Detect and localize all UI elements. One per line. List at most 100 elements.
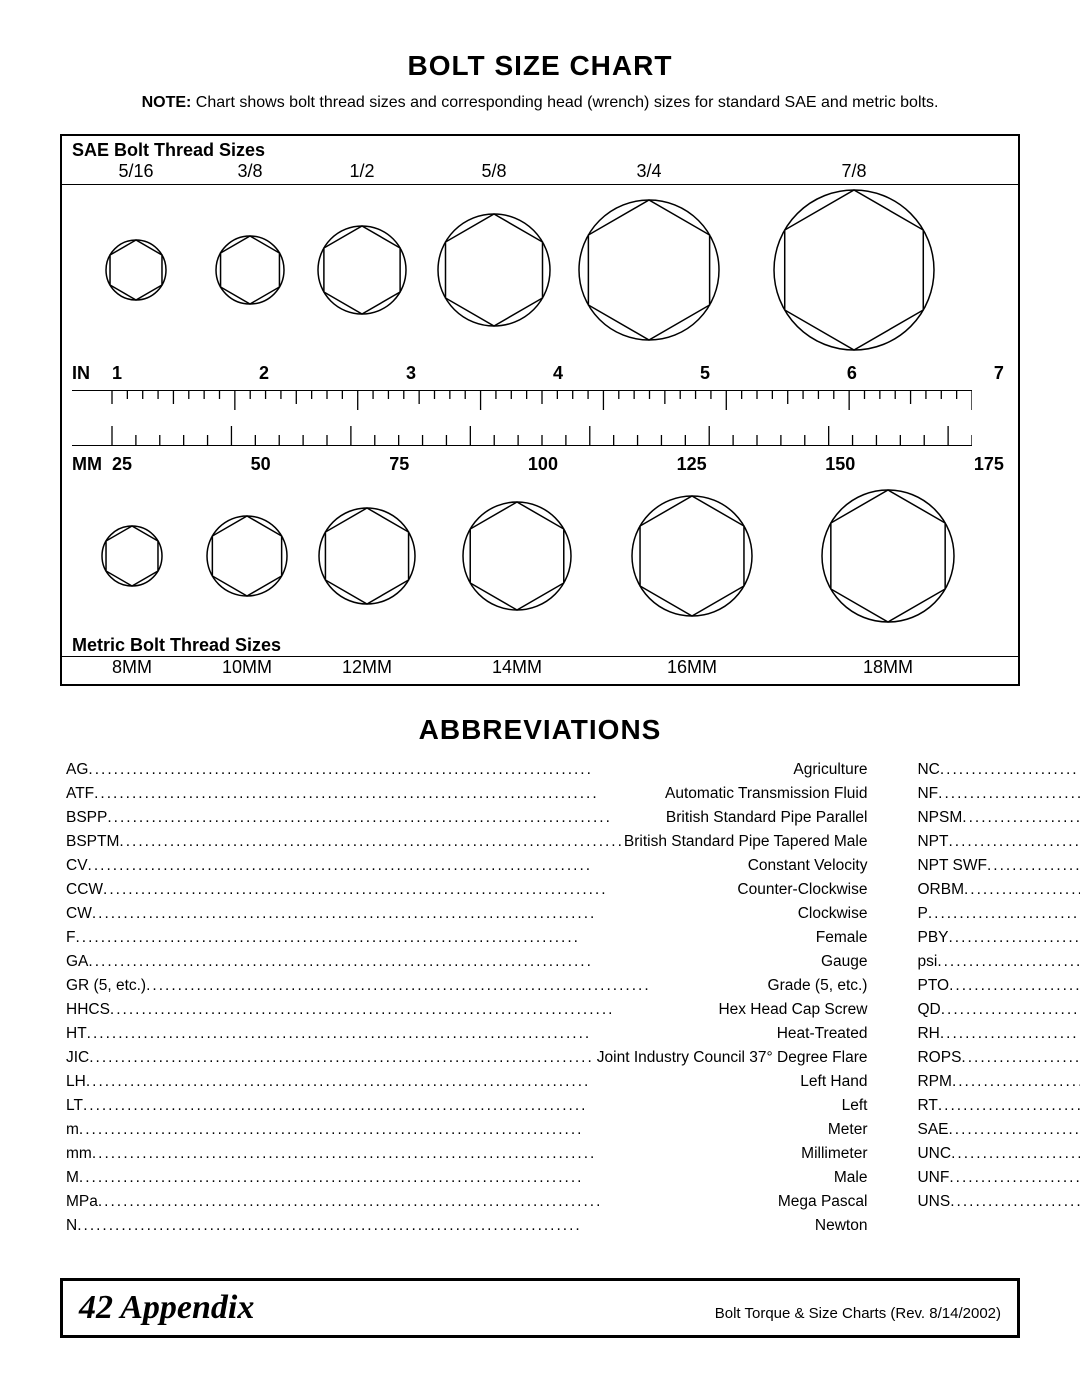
bolt-icon: [72, 471, 192, 641]
abbrev-dots: ........................................…: [119, 830, 624, 854]
abbrev-dots: ........................................…: [92, 1142, 801, 1166]
abbrev-row: AG .....................................…: [66, 758, 867, 782]
bolt-icon: [564, 185, 734, 355]
abbrev-row: RH .....................................…: [917, 1022, 1080, 1046]
abbrev-dots: ........................................…: [949, 1118, 1080, 1142]
abbrev-term: BSPTM: [66, 830, 119, 854]
note-body: Chart shows bolt thread sizes and corres…: [191, 94, 938, 111]
abbrev-term: MPa: [66, 1190, 98, 1214]
abbrev-term: CCW: [66, 878, 103, 902]
ruler-in-labels: IN 1234567: [72, 363, 1008, 384]
abbrev-row: LH .....................................…: [66, 1070, 867, 1094]
abbrev-row: NF .....................................…: [917, 782, 1080, 806]
abbrev-row: m ......................................…: [66, 1118, 867, 1142]
abbrev-term: psi: [917, 950, 937, 974]
abbrev-def: Heat-Treated: [777, 1022, 868, 1046]
abbrev-dots: ........................................…: [110, 998, 719, 1022]
abbrev-row: SAE ....................................…: [917, 1118, 1080, 1142]
abbrev-dots: ........................................…: [92, 902, 798, 926]
bolt-size-label: 3/8: [200, 161, 300, 182]
bolt-icon: [302, 471, 432, 641]
abbrev-term: PBY: [917, 926, 948, 950]
footer-section: Appendix: [120, 1289, 254, 1326]
sae-size-labels: 5/163/81/25/83/47/8: [62, 161, 1018, 185]
abbrev-col-right: NC .....................................…: [917, 758, 1080, 1238]
abbrev-dots: ........................................…: [938, 1094, 1080, 1118]
abbrev-term: SAE: [917, 1118, 948, 1142]
footer-bar: 42 Appendix Bolt Torque & Size Charts (R…: [60, 1278, 1020, 1338]
bolt-size-label: 10MM: [192, 657, 302, 678]
ruler-tick-label: 1: [112, 363, 122, 384]
abbrev-row: M ......................................…: [66, 1166, 867, 1190]
in-label: IN: [72, 363, 112, 384]
bolt-size-label: 16MM: [602, 657, 782, 678]
abbrev-def: Hex Head Cap Screw: [718, 998, 867, 1022]
abbrev-def: Automatic Transmission Fluid: [665, 782, 867, 806]
abbrev-dots: ........................................…: [937, 950, 1080, 974]
bolt-icon: [200, 185, 300, 355]
abbrev-row: N ......................................…: [66, 1214, 867, 1238]
abbrev-row: F ......................................…: [66, 926, 867, 950]
ruler-tick-label: 7: [994, 363, 1004, 384]
abbrev-dots: ........................................…: [146, 974, 767, 998]
ruler-tick-label: 6: [847, 363, 857, 384]
abbrev-def: Newton: [815, 1214, 868, 1238]
abbrev-dots: ........................................…: [107, 806, 666, 830]
abbrev-term: HT: [66, 1022, 87, 1046]
abbrev-term: CW: [66, 902, 92, 926]
note-label: NOTE:: [142, 94, 192, 111]
ruler-section: IN 1234567: [62, 355, 1018, 390]
abbrev-row: LT .....................................…: [66, 1094, 867, 1118]
abbrev-dots: ........................................…: [952, 1070, 1080, 1094]
bolt-size-label: 1/2: [300, 161, 424, 182]
abbrev-col-left: AG .....................................…: [66, 758, 867, 1238]
sae-title: SAE Bolt Thread Sizes: [62, 136, 1018, 161]
abbrev-row: ORBM ...................................…: [917, 878, 1080, 902]
abbrev-dots: ........................................…: [949, 1166, 1080, 1190]
abbrev-term: ORBM: [917, 878, 964, 902]
abbrev-term: CV: [66, 854, 88, 878]
abbrev-row: NPT ....................................…: [917, 830, 1080, 854]
abbrev-row: ATF ....................................…: [66, 782, 867, 806]
abbrev-dots: ........................................…: [962, 806, 1080, 830]
abbrev-term: UNC: [917, 1142, 951, 1166]
bolt-icon: [734, 185, 974, 355]
abbrev-dots: ........................................…: [75, 926, 815, 950]
abbrev-def: Millimeter: [801, 1142, 867, 1166]
ruler-tick-label: 4: [553, 363, 563, 384]
abbrev-term: NPSM: [917, 806, 962, 830]
ruler-tick-label: 5: [700, 363, 710, 384]
abbrev-row: GR (5, etc.) ...........................…: [66, 974, 867, 998]
abbrev-dots: ........................................…: [961, 1046, 1080, 1070]
abbrev-term: BSPP: [66, 806, 107, 830]
sae-bolts-row: [62, 185, 1018, 355]
abbrev-def: Counter-Clockwise: [737, 878, 867, 902]
abbrev-row: psi ....................................…: [917, 950, 1080, 974]
footer-left: 42 Appendix: [79, 1289, 254, 1327]
abbrev-term: RT: [917, 1094, 937, 1118]
bolt-icon: [602, 471, 782, 641]
abbrev-term: F: [66, 926, 75, 950]
bolt-size-label: 18MM: [782, 657, 994, 678]
abbrev-row: JIC ....................................…: [66, 1046, 867, 1070]
abbrev-row: CCW ....................................…: [66, 878, 867, 902]
abbrev-dots: ........................................…: [79, 1118, 828, 1142]
abbrev-dots: ........................................…: [928, 902, 1080, 926]
abbrev-row: BSPP ...................................…: [66, 806, 867, 830]
abbrev-term: M: [66, 1166, 79, 1190]
footer-right: Bolt Torque & Size Charts (Rev. 8/14/200…: [715, 1305, 1001, 1322]
abbrev-row: NPSM ...................................…: [917, 806, 1080, 830]
abbrev-row: RPM ....................................…: [917, 1070, 1080, 1094]
abbrev-row: HT .....................................…: [66, 1022, 867, 1046]
abbrev-dots: ........................................…: [88, 854, 748, 878]
bolt-size-label: 5/16: [72, 161, 200, 182]
abbrev-def: Agriculture: [793, 758, 867, 782]
abbrev-term: RH: [917, 1022, 939, 1046]
abbrev-term: RPM: [917, 1070, 951, 1094]
abbrev-row: NC .....................................…: [917, 758, 1080, 782]
abbrev-term: m: [66, 1118, 79, 1142]
abbrev-row: QD .....................................…: [917, 998, 1080, 1022]
abbrev-dots: ........................................…: [948, 830, 1080, 854]
bolt-size-label: 7/8: [734, 161, 974, 182]
bolt-size-label: 12MM: [302, 657, 432, 678]
